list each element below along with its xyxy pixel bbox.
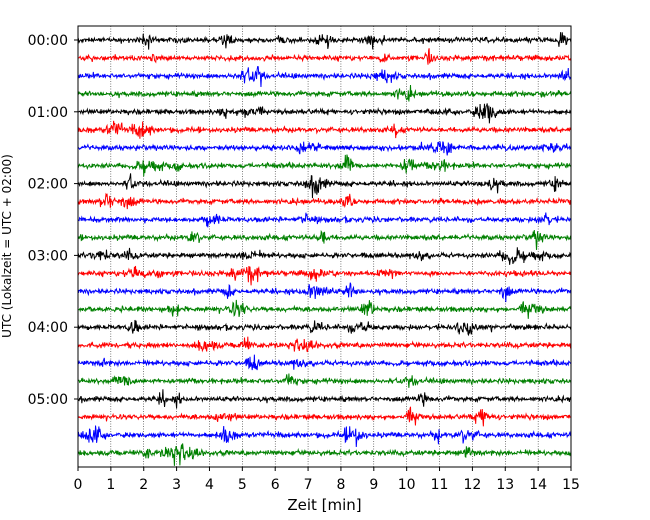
trace-line [77, 389, 572, 409]
x-tick-label: 4 [205, 477, 214, 493]
y-tick-label: 03:00 [28, 248, 68, 264]
trace-line [77, 373, 572, 388]
x-tick-label: 8 [336, 477, 345, 493]
trace-line [77, 336, 572, 353]
trace-line [77, 354, 572, 371]
trace-line [77, 443, 572, 466]
x-axis-label: Zeit [min] [287, 496, 361, 514]
plot-frame [77, 25, 572, 468]
x-tick-label: 14 [529, 477, 547, 493]
x-tick-label: 10 [398, 477, 416, 493]
trace-line [77, 141, 572, 156]
trace-line [77, 173, 572, 199]
trace-line [77, 84, 572, 102]
y-tick-label: 04:00 [28, 320, 68, 336]
trace-line [77, 299, 572, 319]
x-tick-label: 6 [271, 477, 280, 493]
x-tick-label: 3 [172, 477, 181, 493]
trace-line [77, 425, 572, 447]
x-tick-label: 0 [74, 477, 83, 493]
trace-group [77, 32, 572, 466]
y-axis: 00:00 01:00 02:00 03:00 04:00 05:00 [28, 33, 78, 408]
y-axis-label: UTC (Lokalzeit = UTC + 02:00) [0, 154, 14, 338]
x-tick-label: 12 [463, 477, 481, 493]
trace-line [77, 282, 572, 303]
trace-line [77, 103, 572, 124]
x-tick-label: 7 [304, 477, 313, 493]
trace-line [77, 247, 572, 265]
y-tick-label: 00:00 [28, 33, 68, 49]
trace-line [77, 319, 572, 337]
x-tick-label: 9 [369, 477, 378, 493]
x-tick-label: 5 [238, 477, 247, 493]
trace-line [77, 212, 572, 228]
trace-line [77, 229, 572, 250]
grid-lines [110, 26, 539, 467]
x-axis: 0 1 2 3 4 5 6 7 8 9 10 11 12 13 14 15 [74, 467, 580, 493]
trace-line [77, 192, 572, 210]
x-tick-label: 13 [496, 477, 514, 493]
trace-line [77, 120, 572, 139]
x-tick-label: 1 [106, 477, 115, 493]
trace-line [77, 66, 572, 87]
y-tick-label: 05:00 [28, 392, 68, 408]
trace-line [77, 32, 572, 50]
x-tick-label: 15 [562, 477, 580, 493]
trace-line [77, 265, 572, 286]
y-tick-label: 02:00 [28, 177, 68, 193]
trace-line [77, 406, 572, 427]
trace-line [77, 48, 572, 65]
x-tick-label: 2 [139, 477, 148, 493]
trace-line [77, 154, 572, 177]
y-tick-label: 01:00 [28, 105, 68, 121]
x-tick-label: 11 [431, 477, 449, 493]
